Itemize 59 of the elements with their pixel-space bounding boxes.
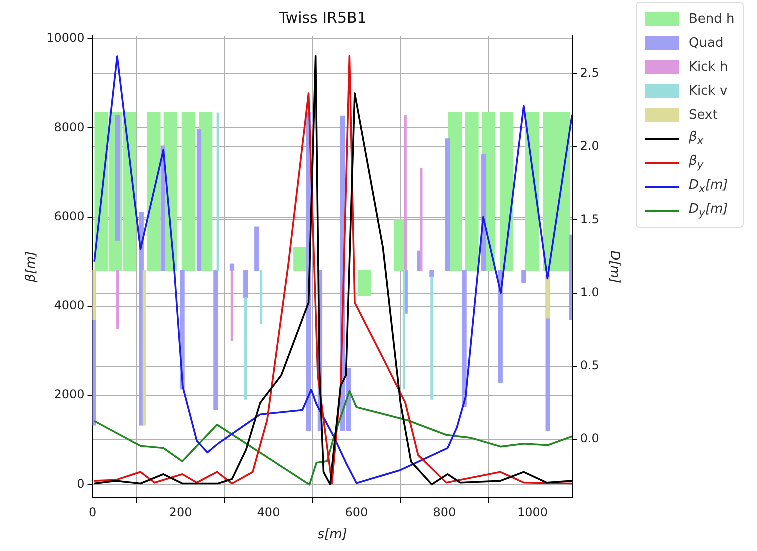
y-tick-label: 2000 <box>54 388 85 402</box>
bar <box>182 112 196 272</box>
bar <box>402 270 406 390</box>
legend-label: Kick h <box>689 60 728 74</box>
legend-label: Kick v <box>689 84 728 98</box>
bar <box>142 270 147 426</box>
bar <box>260 270 263 324</box>
bar <box>116 114 120 241</box>
x-tick-label: 1000 <box>517 505 548 520</box>
bar <box>404 114 407 272</box>
y-tick-label: 0 <box>77 476 85 491</box>
y-tick-label: 8000 <box>54 120 85 134</box>
y2-tick-label: 0.0 <box>580 432 600 446</box>
bar <box>525 112 540 272</box>
bar <box>230 270 234 342</box>
bar <box>420 168 423 272</box>
x-tick-label: 600 <box>345 505 368 520</box>
bar <box>244 270 248 298</box>
legend-label: Bend h <box>689 12 735 26</box>
y2-tick-label: 2.0 <box>580 139 600 154</box>
x-tick-label: 0 <box>88 505 97 520</box>
bar <box>569 234 572 320</box>
bar <box>92 270 96 320</box>
y-tick-label: 4000 <box>54 298 85 313</box>
bar <box>445 138 450 272</box>
bar <box>465 112 479 272</box>
bar <box>430 270 434 278</box>
bar <box>244 298 248 400</box>
bar <box>196 129 202 272</box>
y2-tick-label: 1.5 <box>580 212 600 226</box>
bar <box>500 112 514 272</box>
legend-label: Sext <box>689 108 718 122</box>
bar <box>294 247 308 272</box>
y-tick-label: 10000 <box>46 31 85 46</box>
bar <box>522 270 526 284</box>
x-tick-label: 200 <box>169 505 192 520</box>
y-axis-title: β[m] <box>24 251 40 284</box>
y-tick-label: 6000 <box>54 209 85 224</box>
y2-axis-title: D[m] <box>606 250 622 284</box>
bar <box>358 270 372 296</box>
legend-label: D$_{y}$[m] <box>689 202 728 220</box>
bar <box>254 226 260 272</box>
x-tick-label: 400 <box>257 505 280 520</box>
legend-label: β$_{x}$ <box>689 130 704 148</box>
x-tick-label: 800 <box>433 505 456 520</box>
bar <box>430 276 434 400</box>
x-axis-title: s[m] <box>318 528 348 543</box>
bar <box>116 270 120 330</box>
y2-tick-label: 1.0 <box>580 285 600 300</box>
bar <box>216 112 220 272</box>
legend-label: D$_{x}$[m] <box>689 178 728 196</box>
bar <box>147 112 161 272</box>
bar <box>214 270 218 410</box>
legend-label: Quad <box>689 36 724 50</box>
chart-title: Twiss IR5B1 <box>278 8 367 27</box>
y2-tick-label: 2.5 <box>580 66 600 80</box>
bar <box>462 270 467 407</box>
y2-tick-label: 0.5 <box>580 358 600 373</box>
legend-label: β$_{y}$ <box>689 154 704 172</box>
